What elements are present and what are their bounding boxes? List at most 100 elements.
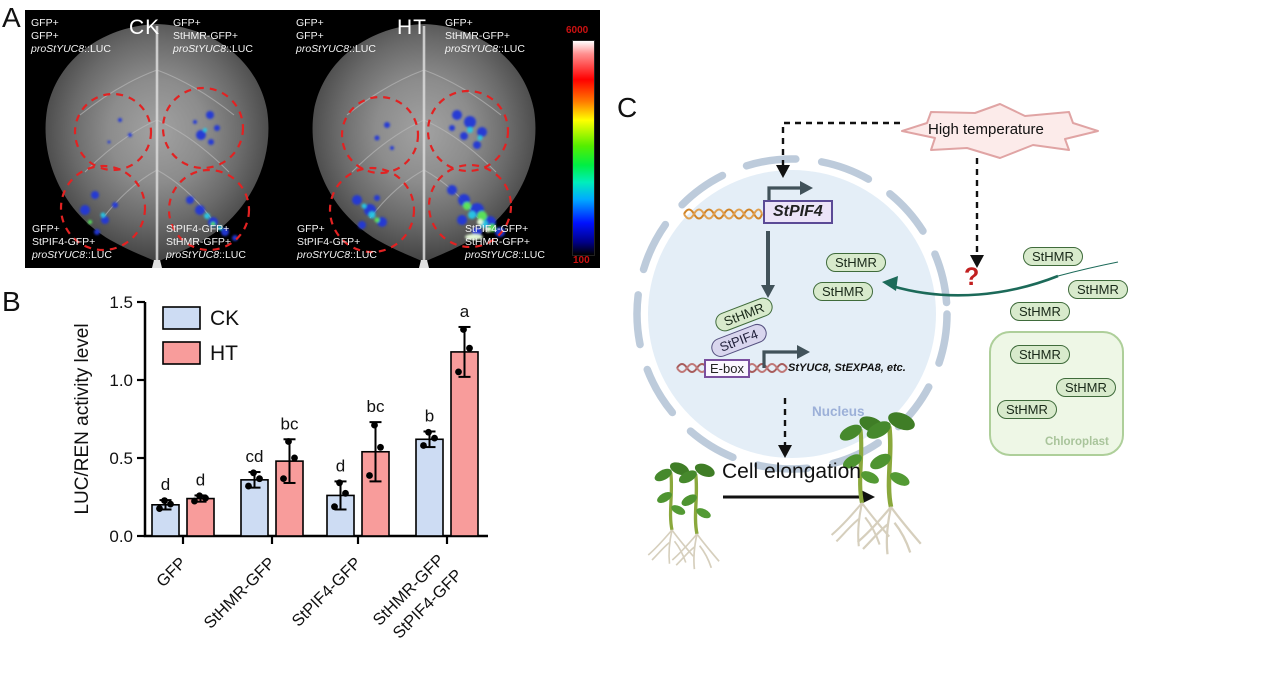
condition-header-ck: CK	[129, 16, 161, 39]
data-point	[202, 494, 209, 502]
panel-a-label: A	[2, 2, 21, 33]
data-point	[336, 479, 343, 487]
construct-label: GFP+ StPIF4-GFP+ proStYUC8::LUC	[32, 223, 112, 261]
sig-letter: bc	[281, 414, 299, 433]
leaf-photo-ht	[312, 24, 536, 268]
construct-label: StPIF4-GFP+ StHMR-GFP+ proStYUC8::LUC	[465, 223, 545, 261]
high-temperature-starburst	[901, 103, 1099, 159]
bar	[240, 479, 269, 537]
luc-ren-bar-chart: 0.0 0.5 1.0 1.5 LUC/REN activity level CK HT d c…	[72, 293, 488, 642]
sig-letter: cd	[246, 447, 264, 466]
data-point	[431, 434, 438, 442]
data-point	[455, 368, 462, 376]
data-point	[371, 421, 378, 429]
construct-label: GFP+ StHMR-GFP+ proStYUC8::LUC	[445, 17, 525, 55]
sthmr-pill-chloroplast-2: StHMR	[1056, 378, 1116, 397]
sig-letter: a	[460, 302, 470, 321]
legend-swatch	[162, 306, 201, 330]
target-genes-label: StYUC8, StEXPA8, etc.	[788, 362, 906, 374]
sig-letter: d	[161, 475, 170, 494]
chloroplast-label: Chloroplast	[1045, 436, 1109, 448]
data-point	[161, 497, 168, 504]
high-temperature-label: High temperature	[928, 121, 1044, 138]
data-point	[291, 454, 298, 462]
construct-label: StPIF4-GFP+ StHMR-GFP+ proStYUC8::LUC	[166, 223, 246, 261]
leaf-image-ck: CK GFP+ GFP+ proStYUC8::LUC GFP+ StHMR-GFP…	[25, 10, 290, 268]
construct-label: GFP+ GFP+ proStYUC8::LUC	[296, 17, 376, 55]
dashed-connectors	[781, 121, 979, 445]
data-point	[196, 492, 203, 500]
bar	[326, 494, 355, 537]
data-point	[466, 344, 473, 352]
panel-c-label: C	[617, 92, 638, 123]
sig-letter: d	[196, 470, 205, 489]
short-seedlings	[646, 458, 721, 571]
construct-label: GFP+ StPIF4-GFP+ proStYUC8::LUC	[297, 223, 377, 261]
sthmr-pill-nucleus-1: StHMR	[826, 253, 886, 272]
sig-letter: bc	[367, 397, 385, 416]
panel-a-luciferase-images: CK GFP+ GFP+ proStYUC8::LUC GFP+ StHMR-GFP…	[25, 10, 600, 268]
legend-swatch	[162, 341, 201, 365]
luminescence-overlay	[80, 111, 238, 241]
leaf-petiole	[152, 260, 162, 268]
data-point	[250, 469, 257, 477]
nucleus-label: Nucleus	[812, 404, 865, 419]
x-category-label: StHMR-GFP	[201, 554, 279, 632]
sthmr-pill-chloroplast-1: StHMR	[1010, 345, 1070, 364]
y-axis-title: LUC/REN activity level	[72, 323, 93, 514]
transcription-arrowheads	[797, 181, 813, 359]
y-tick-label: 1.0	[109, 371, 133, 390]
legend-label: CK	[210, 307, 239, 330]
colorbar-min-label: 100	[573, 255, 590, 266]
x-category-label: StPIF4-GFP	[289, 554, 365, 630]
leaf-image-ht: HT GFP+ GFP+ proStYUC8::LUC GFP+ StHMR-GFP…	[292, 10, 557, 268]
y-tick-label: 0.0	[109, 527, 133, 546]
leaf-petiole	[419, 260, 429, 268]
relocation-arrowhead	[882, 276, 898, 291]
data-point	[377, 443, 384, 451]
data-point	[280, 475, 287, 482]
data-point	[425, 428, 432, 436]
luminescence-overlay	[352, 110, 505, 240]
relocation-arrow-tail	[1057, 261, 1119, 277]
infiltration-circles	[59, 86, 251, 252]
data-point	[342, 489, 349, 497]
relocation-arrow	[891, 274, 1059, 297]
x-category-label: GFP	[153, 554, 190, 591]
sthmr-pill-nucleus-2: StHMR	[813, 282, 873, 301]
bar	[415, 438, 444, 537]
stpif4-induction-arrowhead	[761, 285, 775, 298]
bar	[186, 497, 215, 537]
data-point	[167, 500, 174, 508]
nuclear-envelope	[633, 155, 951, 473]
construct-label: GFP+ GFP+ proStYUC8::LUC	[31, 17, 111, 55]
data-point	[191, 497, 198, 505]
dashed-arrowheads	[776, 165, 984, 458]
cell-elongation-arrowhead	[861, 490, 875, 504]
data-point	[156, 505, 163, 512]
sthmr-pill-chloroplast-3: StHMR	[997, 400, 1057, 419]
stpif4-gene-box: StPIF4	[763, 200, 833, 224]
leaf-photo-ck	[45, 24, 269, 268]
dna-helix-stpif4-promoter	[683, 208, 763, 220]
transcription-arrows	[762, 186, 800, 368]
sthmr-pill-cytosol-1: StHMR	[1023, 247, 1083, 266]
bar	[450, 351, 479, 537]
sig-letter: b	[425, 406, 434, 425]
data-point	[256, 475, 263, 483]
leaf-veins	[79, 69, 235, 219]
luminescence-colorbar	[572, 40, 595, 256]
e-box-label: E-box	[704, 359, 750, 378]
nucleus-body	[648, 170, 936, 458]
bar	[275, 460, 304, 537]
data-point	[331, 503, 338, 511]
condition-header-ht: HT	[397, 16, 427, 39]
question-mark: ?	[964, 263, 980, 291]
construct-label: GFP+ StHMR-GFP+ proStYUC8::LUC	[173, 17, 253, 55]
panel-b-label: B	[2, 286, 21, 317]
y-tick-label: 1.5	[109, 293, 133, 312]
data-point	[245, 482, 252, 490]
sthmr-pill-cytosol-2: StHMR	[1068, 280, 1128, 299]
data-point	[460, 326, 467, 333]
